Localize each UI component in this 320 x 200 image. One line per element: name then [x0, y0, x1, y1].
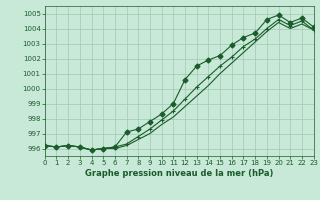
X-axis label: Graphe pression niveau de la mer (hPa): Graphe pression niveau de la mer (hPa)	[85, 169, 273, 178]
